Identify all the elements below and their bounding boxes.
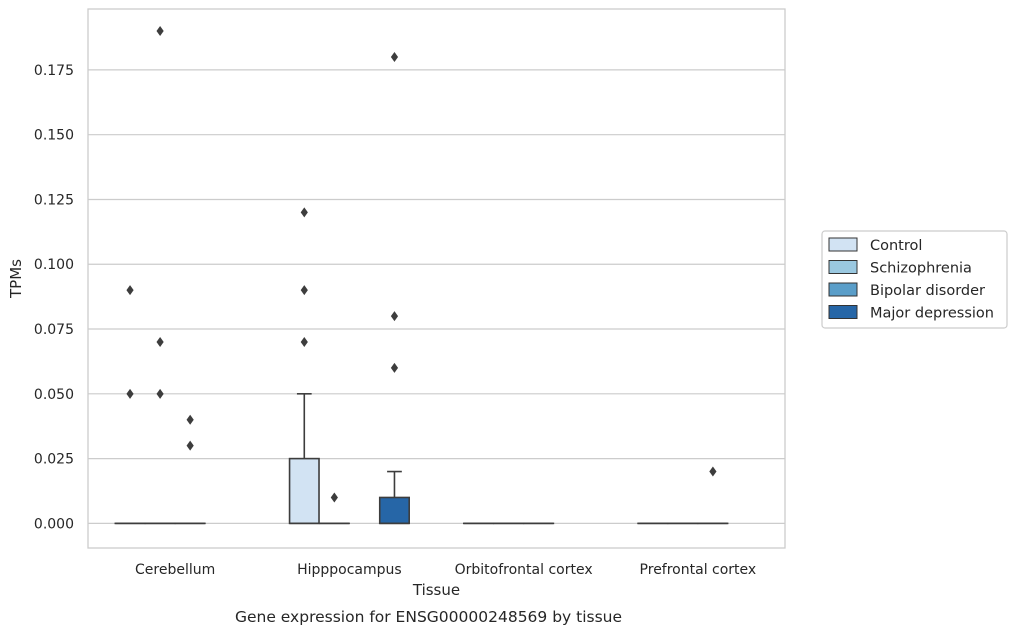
legend-label: Schizophrenia (870, 261, 972, 277)
box-control (288, 207, 320, 525)
box-groups (114, 26, 729, 525)
outlier-point (156, 388, 164, 399)
outlier-point (186, 440, 194, 451)
y-tick-label: 0.175 (34, 63, 74, 79)
legend-swatch (828, 305, 858, 319)
y-tick-label: 0.000 (34, 516, 74, 532)
x-tick-label: Hipppocampus (297, 562, 402, 578)
outlier-point (156, 336, 164, 347)
outlier-point (186, 414, 194, 425)
x-tick-label: Cerebellum (135, 562, 215, 578)
legend-swatch (828, 282, 858, 297)
y-tick-label: 0.075 (34, 322, 74, 338)
box-major-depression (378, 51, 410, 525)
legend-swatch (828, 260, 858, 274)
legend-label: Major depression (870, 306, 994, 322)
x-tick-label: Orbitofrontal cortex (455, 562, 593, 578)
y-tick-label: 0.125 (34, 192, 74, 208)
legend-frame (821, 230, 1008, 329)
outlier-point (300, 336, 308, 347)
outlier-point (330, 492, 338, 503)
outlier-point (390, 362, 399, 373)
y-tick-label: 0.100 (34, 257, 74, 273)
outlier-point (126, 285, 134, 296)
y-tick-label: 0.150 (34, 128, 74, 144)
y-axis-label: TPMs (7, 259, 25, 299)
box-body (378, 496, 410, 525)
box-bipolar-disorder (697, 466, 729, 525)
x-tick-labels: Cerebellum Hipppocampus Orbitofrontal cort… (135, 562, 756, 578)
legend: Control Schizophrenia Bipolar disorder Majo… (821, 230, 1008, 329)
outlier-point (390, 51, 399, 62)
y-tick-label: 0.025 (34, 452, 74, 468)
legend-label: Bipolar disorder (870, 283, 985, 299)
outlier-point (390, 311, 399, 322)
outlier-point (156, 26, 164, 37)
plot-frame (87, 8, 786, 549)
box-bipolar-disorder (174, 414, 206, 525)
y-tick-label: 0.050 (34, 387, 74, 403)
box-schizophrenia (144, 26, 176, 525)
y-tick-labels: 0.000 0.025 0.050 0.075 0.100 0.125 0.150 0.175 (34, 63, 74, 532)
chart-caption: Gene expression for ENSG00000248569 by t… (235, 608, 622, 626)
box-body (288, 457, 320, 525)
box-control (114, 285, 146, 525)
legend-label: Control (870, 238, 922, 254)
y-gridlines (88, 69, 785, 524)
outlier-point (709, 466, 717, 477)
outlier-point (300, 207, 308, 218)
box-schizophrenia (318, 492, 350, 525)
x-axis-label: Tissue (412, 581, 460, 599)
x-tick-label: Prefrontal cortex (640, 562, 757, 578)
outlier-point (300, 285, 308, 296)
legend-swatch (828, 237, 858, 252)
outlier-point (126, 388, 134, 399)
